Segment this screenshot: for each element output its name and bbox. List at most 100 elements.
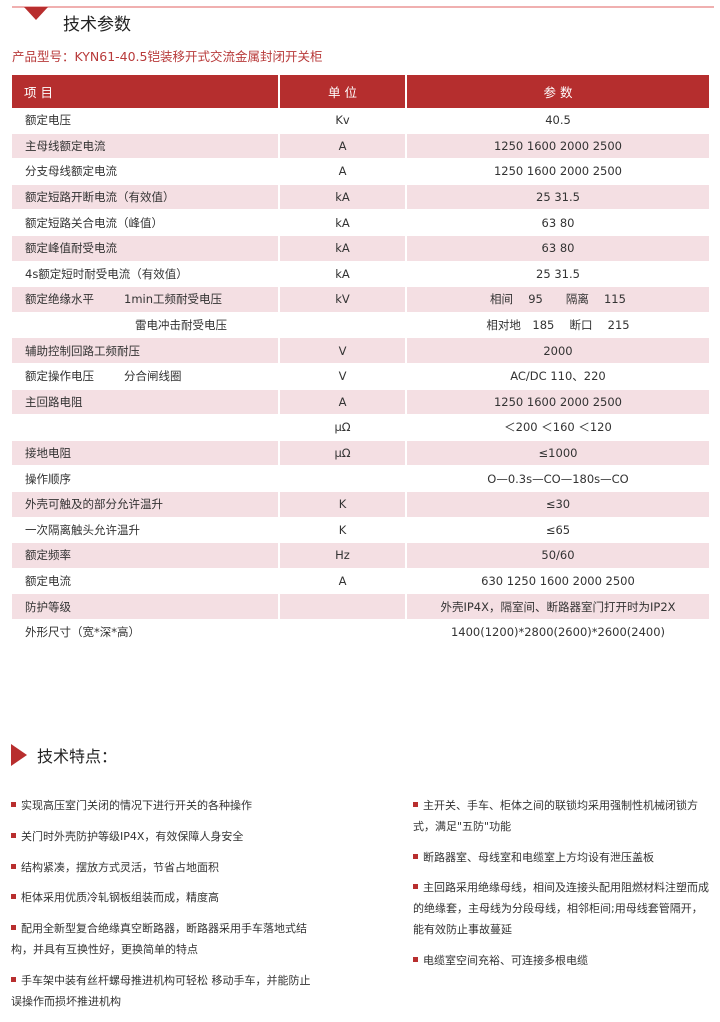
top-divider — [12, 6, 714, 8]
cell-value: 1400(1200)*2800(2600)*2600(2400) — [407, 620, 709, 646]
feature-item: 主回路采用绝缘母线，相间及连接头配用阻燃材料注塑而成的绝缘套，主母线为分段母线，… — [413, 878, 713, 940]
table-row: 外形尺寸（宽*深*高） 1400(1200)*2800(2600)*2600(24… — [12, 620, 709, 646]
feature-text: 实现高压室门关闭的情况下进行开关的各种操作 — [21, 799, 252, 812]
table-row: 额定峰值耐受电流 kA 63 80 — [12, 235, 709, 262]
cell-value: 40.5 — [407, 108, 709, 134]
triangle-down-icon — [24, 7, 48, 20]
bullet-icon — [413, 853, 418, 859]
cell-value: ≤65 — [407, 518, 709, 544]
cell-item: 操作顺序 — [12, 466, 278, 492]
cell-unit: kA — [280, 235, 405, 262]
cell-unit: A — [280, 389, 405, 416]
cell-unit: Hz — [280, 543, 405, 569]
cell-unit: A — [280, 159, 405, 185]
cell-item: 外形尺寸（宽*深*高） — [12, 620, 278, 646]
table-row: 外壳可触及的部分允许温升 K ≤30 — [12, 491, 709, 518]
item-label: 分支母线额定电流 — [25, 164, 117, 179]
product-model: 产品型号：KYN61-40.5铠装移开式交流金属封闭开关柜 — [12, 49, 323, 64]
table-row: μΩ ＜200 ＜160 ＜120 — [12, 415, 709, 441]
item-sublabel: 雷电冲击耐受电压 — [135, 318, 227, 333]
feature-text: 柜体采用优质冷轧钢板组装而成，精度高 — [21, 891, 219, 905]
cell-item: 外壳可触及的部分允许温升 — [12, 491, 278, 518]
cell-value: 外壳IP4X，隔室间、断路器室门打开时为IP2X — [407, 594, 709, 620]
cell-item: 额定频率 — [12, 543, 278, 569]
cell-unit — [280, 620, 405, 646]
cell-value: 25 31.5 — [407, 262, 709, 288]
cell-item: 防护等级 — [12, 594, 278, 620]
cell-unit: kA — [280, 184, 405, 211]
cell-value: 1250 1600 2000 2500 — [407, 389, 709, 416]
feature-item: 电缆室空间充裕、可连接多根电缆 — [413, 951, 713, 972]
table-row: 额定电流 A 630 1250 1600 2000 2500 — [12, 569, 709, 595]
features-right: 主开关、手车、柜体之间的联锁均采用强制性机械闭锁方式，满足"五防"功能断路器室、… — [413, 796, 713, 982]
item-label: 额定频率 — [25, 548, 71, 563]
spec-table: 项 目 单 位 参 数 额定电压 Kv 40.5 主母线额定电流 A 1250 1600 … — [10, 75, 711, 646]
table-row: 接地电阻 μΩ ≤1000 — [12, 440, 709, 467]
cell-unit: kA — [280, 262, 405, 288]
cell-unit: A — [280, 569, 405, 595]
cell-item: 额定短路关合电流（峰值） — [12, 210, 278, 236]
table-row: 主母线额定电流 A 1250 1600 2000 2500 — [12, 133, 709, 160]
table-row: 额定短路关合电流（峰值） kA 63 80 — [12, 210, 709, 236]
cell-value: ≤1000 — [407, 440, 709, 467]
item-label: 额定绝缘水平 — [25, 292, 94, 307]
item-label: 外壳可触及的部分允许温升 — [25, 497, 163, 512]
cell-item: 额定电压 — [12, 108, 278, 134]
cell-item: 4s额定短时耐受电流（有效值） — [12, 262, 278, 288]
table-row: 主回路电阻 A 1250 1600 2000 2500 — [12, 389, 709, 416]
cell-item: 接地电阻 — [12, 440, 278, 467]
item-label: 额定操作电压 — [25, 369, 94, 384]
table-row: 雷电冲击耐受电压 相对地 185 断口 215 — [12, 313, 709, 339]
cell-item: 额定操作电压 分合闸线圈 — [12, 364, 278, 390]
table-row: 分支母线额定电流 A 1250 1600 2000 2500 — [12, 159, 709, 185]
item-label: 额定短路关合电流（峰值） — [25, 215, 163, 230]
bullet-icon — [11, 925, 16, 931]
cell-value: ≤30 — [407, 491, 709, 518]
cell-item: 雷电冲击耐受电压 — [12, 313, 278, 339]
feature-item: 结构紧凑，摆放方式灵活，节省占地面积 — [11, 858, 311, 879]
header-item: 项 目 — [12, 75, 278, 108]
table-row: 额定操作电压 分合闸线圈 V AC/DC 110、220 — [12, 364, 709, 390]
table-row: 4s额定短时耐受电流（有效值） kA 25 31.5 — [12, 262, 709, 288]
cell-value: 25 31.5 — [407, 184, 709, 211]
cell-value: 63 80 — [407, 235, 709, 262]
cell-value: 1250 1600 2000 2500 — [407, 159, 709, 185]
feature-text: 主开关、手车、柜体之间的联锁均采用强制性机械闭锁方式，满足"五防"功能 — [413, 799, 698, 833]
item-label: 额定电流 — [25, 573, 71, 588]
cell-unit: kA — [280, 210, 405, 236]
feature-item: 断路器室、母线室和电缆室上方均设有泄压盖板 — [413, 848, 713, 869]
item-label: 主母线额定电流 — [25, 138, 106, 153]
features-title: 技术特点： — [37, 747, 118, 766]
feature-text: 配用全新型复合绝缘真空断路器，断路器采用手车落地式结构，并具有互换性好，更换简单… — [11, 922, 307, 956]
item-label: 一次隔离触头允许温升 — [25, 522, 140, 537]
cell-item: 额定绝缘水平 1min工频耐受电压 — [12, 287, 278, 313]
header-unit: 单 位 — [280, 75, 405, 108]
cell-value: 2000 — [407, 338, 709, 364]
item-label: 辅助控制回路工频耐压 — [25, 343, 140, 358]
item-label: 防护等级 — [25, 599, 71, 614]
cell-unit: Kv — [280, 108, 405, 134]
table-row: 一次隔离触头允许温升 K ≤65 — [12, 518, 709, 544]
feature-text: 关门时外壳防护等级IP4X，有效保障人身安全 — [21, 829, 244, 843]
cell-item: 辅助控制回路工频耐压 — [12, 338, 278, 364]
bullet-icon — [11, 976, 16, 982]
feature-item: 柜体采用优质冷轧钢板组装而成，精度高 — [11, 888, 311, 909]
bullet-icon — [11, 894, 16, 900]
feature-item: 主开关、手车、柜体之间的联锁均采用强制性机械闭锁方式，满足"五防"功能 — [413, 796, 713, 838]
header-value: 参 数 — [407, 75, 709, 108]
item-label: 额定电压 — [25, 113, 71, 128]
cell-unit: V — [280, 364, 405, 390]
bullet-icon — [413, 884, 418, 890]
cell-unit: kV — [280, 287, 405, 313]
cell-unit: K — [280, 518, 405, 544]
feature-item: 关门时外壳防护等级IP4X，有效保障人身安全 — [11, 827, 311, 848]
feature-item: 实现高压室门关闭的情况下进行开关的各种操作 — [11, 796, 311, 817]
cell-item: 主母线额定电流 — [12, 133, 278, 160]
cell-value: 相对地 185 断口 215 — [407, 313, 709, 339]
cell-item: 额定短路开断电流（有效值） — [12, 184, 278, 211]
table-row: 额定电压 Kv 40.5 — [12, 108, 709, 134]
cell-value: O—0.3s—CO—180s—CO — [407, 466, 709, 492]
cell-unit: μΩ — [280, 440, 405, 467]
cell-item: 分支母线额定电流 — [12, 159, 278, 185]
cell-unit: A — [280, 133, 405, 160]
